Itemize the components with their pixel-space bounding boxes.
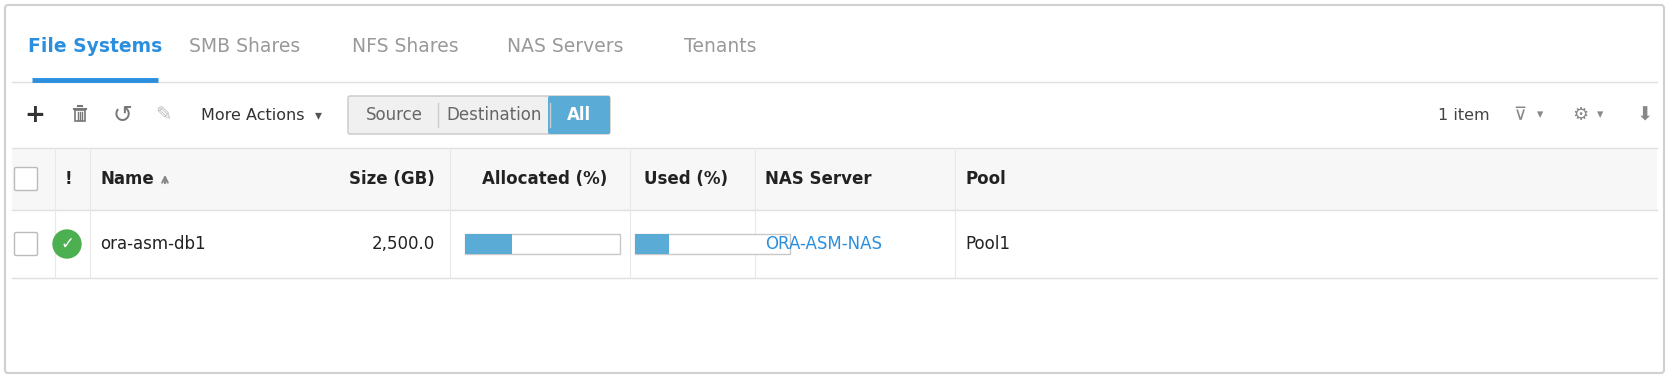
Text: NFS Shares: NFS Shares: [352, 37, 459, 56]
Text: ▾: ▾: [1597, 108, 1604, 121]
Text: Name: Name: [100, 170, 154, 188]
Text: File Systems: File Systems: [28, 37, 162, 56]
Text: ⊽: ⊽: [1514, 106, 1527, 124]
Text: ⚙: ⚙: [1572, 106, 1589, 124]
FancyBboxPatch shape: [349, 96, 609, 134]
Text: NAS Servers: NAS Servers: [507, 37, 623, 56]
Bar: [466, 234, 511, 254]
Circle shape: [53, 230, 82, 258]
Text: ✓: ✓: [60, 235, 73, 253]
Text: ▾: ▾: [314, 108, 322, 122]
Text: ora-asm-db1: ora-asm-db1: [100, 235, 205, 253]
Text: ORA-ASM-NAS: ORA-ASM-NAS: [764, 235, 881, 253]
Text: Pool: Pool: [965, 170, 1006, 188]
Text: ⬇: ⬇: [1637, 105, 1654, 124]
Text: 2,500.0: 2,500.0: [372, 235, 436, 253]
Text: +: +: [25, 103, 45, 127]
Text: All: All: [567, 106, 591, 124]
FancyBboxPatch shape: [5, 5, 1664, 373]
Text: More Actions: More Actions: [202, 107, 305, 122]
Bar: [466, 234, 619, 254]
Bar: [75, 110, 85, 121]
FancyBboxPatch shape: [547, 96, 609, 134]
Text: Tenants: Tenants: [684, 37, 756, 56]
Bar: [12, 148, 1657, 210]
Text: NAS Server: NAS Server: [764, 170, 871, 188]
Text: Pool1: Pool1: [965, 235, 1010, 253]
Text: ✎: ✎: [155, 105, 172, 124]
FancyBboxPatch shape: [15, 167, 37, 191]
Text: ↺: ↺: [112, 103, 132, 127]
Bar: [634, 234, 669, 254]
Text: Allocated (%): Allocated (%): [482, 170, 608, 188]
Text: !: !: [63, 170, 72, 188]
Text: 1 item: 1 item: [1439, 107, 1490, 122]
Text: Destination: Destination: [446, 106, 542, 124]
FancyBboxPatch shape: [15, 232, 37, 256]
Text: ▾: ▾: [1537, 108, 1544, 121]
Text: Source: Source: [366, 106, 422, 124]
Text: Used (%): Used (%): [644, 170, 728, 188]
Text: Size (GB): Size (GB): [349, 170, 436, 188]
Bar: [634, 234, 789, 254]
Text: SMB Shares: SMB Shares: [189, 37, 300, 56]
